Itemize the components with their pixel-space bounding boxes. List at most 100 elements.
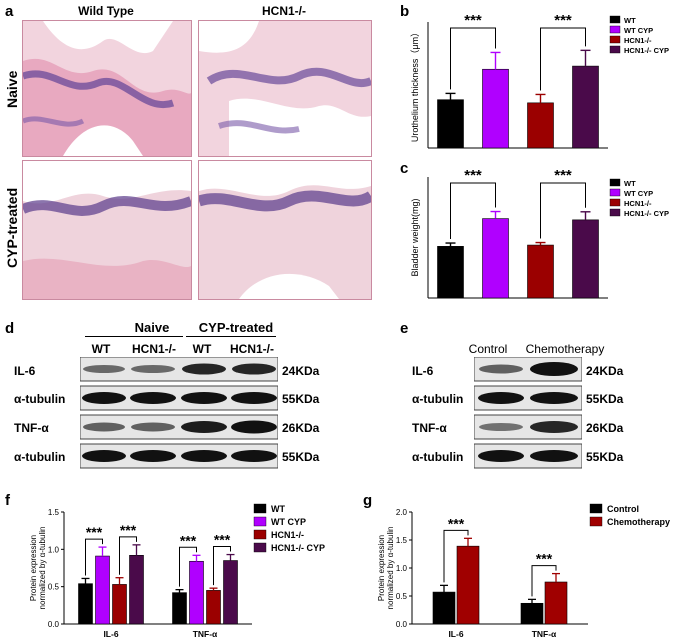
- wb-e-row1-size: 24KDa: [586, 364, 624, 378]
- y-axis-label: Bladder weight(mg): [410, 198, 420, 276]
- panel-d-letter: d: [5, 320, 15, 337]
- y-tick-label: 0.0: [48, 620, 60, 629]
- legend-swatch: [589, 503, 603, 514]
- bar: [456, 545, 480, 625]
- significance-stars: ***: [180, 532, 197, 548]
- bar: [206, 590, 221, 625]
- bar: [527, 244, 554, 299]
- histology-image-wt-naive: [22, 20, 192, 157]
- significance-stars: ***: [448, 515, 465, 531]
- y-tick-label: 1.0: [48, 545, 60, 554]
- panel-e-letter: e: [400, 320, 409, 337]
- significance-bracket: [213, 546, 231, 586]
- wb-d-cyp-underline: [186, 336, 276, 337]
- legend-swatch: [253, 542, 267, 553]
- legend-label: WT: [624, 179, 636, 188]
- bar: [129, 555, 144, 625]
- legend-label: HCN1-/-: [271, 530, 304, 540]
- significance-bracket: [450, 27, 496, 90]
- bar: [78, 583, 93, 625]
- y-axis-label-line1: Protein expression: [29, 535, 38, 601]
- wb-e-row3-size: 26KDa: [586, 421, 624, 435]
- legend-swatch: [609, 178, 621, 187]
- legend-label: WT CYP: [271, 517, 306, 527]
- legend-label: HCN1-/- CYP: [624, 46, 669, 55]
- y-tick-label: 1.5: [48, 508, 60, 517]
- wb-d-row3-label: TNF-α: [14, 421, 49, 435]
- row-label-naive: Naive: [4, 70, 20, 108]
- panel-b-letter: b: [400, 3, 410, 20]
- wb-e-row3-label: TNF-α: [412, 421, 447, 435]
- bar: [172, 592, 187, 625]
- wb-d-group-cyp: CYP-treated: [198, 320, 274, 335]
- significance-bracket: [450, 182, 496, 240]
- legend-swatch: [589, 516, 603, 527]
- significance-stars: ***: [554, 12, 572, 29]
- panel-a-letter: a: [5, 3, 14, 20]
- legend-label: HCN1-/- CYP: [271, 543, 325, 553]
- y-tick-label: 2.0: [396, 508, 408, 517]
- x-tick-label: IL-6: [448, 629, 463, 639]
- wb-d-row1-label: IL-6: [14, 364, 36, 378]
- bar: [572, 219, 599, 299]
- bar: [95, 555, 110, 625]
- bar: [572, 65, 599, 149]
- wb-e-blot: [474, 357, 582, 469]
- bar: [482, 68, 509, 149]
- legend-label: WT CYP: [624, 189, 653, 198]
- legend-swatch: [609, 45, 621, 54]
- significance-bracket: [531, 565, 557, 597]
- wb-d-lane-2: HCN1-/-: [132, 342, 176, 356]
- wb-e-row1-label: IL-6: [412, 364, 434, 378]
- significance-stars: ***: [536, 551, 553, 567]
- y-tick-label: 0.5: [48, 583, 60, 592]
- bar: [189, 560, 204, 625]
- y-axis-label-line1: Protein expression: [377, 535, 386, 601]
- significance-stars: ***: [464, 167, 482, 184]
- histology-image-hcn1-cyp: [198, 160, 372, 300]
- wb-d-lane-3: WT: [192, 342, 212, 356]
- legend-label: WT: [271, 504, 285, 514]
- row-label-cyp-treated: CYP-treated: [4, 187, 20, 268]
- y-tick-label: 1.0: [396, 564, 408, 573]
- wb-d-group-naive: Naive: [134, 320, 170, 335]
- panel-c-letter: c: [400, 160, 409, 177]
- x-tick-label: IL-6: [103, 629, 118, 639]
- legend-label: Control: [607, 504, 639, 514]
- y-tick-label: 1.5: [396, 536, 408, 545]
- wb-d-blot: [80, 357, 278, 469]
- legend-swatch: [609, 208, 621, 217]
- wb-e-row2-label: α-tubulin: [412, 392, 464, 406]
- wb-e-lane-control: Control: [468, 342, 508, 356]
- y-axis-label-line2: normalized by α-tubulin: [38, 527, 47, 610]
- wb-e-row2-size: 55KDa: [586, 392, 624, 406]
- significance-bracket: [540, 27, 586, 91]
- wb-d-naive-underline: [85, 336, 183, 337]
- bar: [544, 581, 568, 625]
- panel-g-letter: g: [363, 492, 373, 509]
- wb-d-row4-size: 55KDa: [282, 450, 320, 464]
- significance-stars: ***: [86, 524, 103, 540]
- bar: [520, 602, 544, 625]
- legend-label: HCN1-/-: [624, 199, 652, 208]
- legend-label: HCN1-/- CYP: [624, 209, 669, 218]
- legend-swatch: [609, 35, 621, 44]
- legend-swatch: [609, 198, 621, 207]
- wb-d-row3-size: 26KDa: [282, 421, 320, 435]
- bar: [482, 218, 509, 299]
- col-header-wild-type: Wild Type: [78, 4, 134, 18]
- y-tick-label: 0.0: [396, 620, 408, 629]
- y-axis-label: Urothelium thickness（μm）: [410, 28, 420, 142]
- bar: [432, 591, 456, 625]
- legend-label: WT CYP: [624, 26, 653, 35]
- legend-label: WT: [624, 16, 636, 25]
- legend-swatch: [253, 529, 267, 540]
- histology-image-wt-cyp: [22, 160, 192, 300]
- legend-label: Chemotherapy: [607, 517, 670, 527]
- significance-bracket: [119, 536, 137, 575]
- significance-bracket: [85, 538, 103, 576]
- col-header-hcn1: HCN1-/-: [262, 4, 306, 18]
- y-axis-label-line2: normalized by α-tubulin: [386, 527, 395, 610]
- bar: [527, 102, 554, 149]
